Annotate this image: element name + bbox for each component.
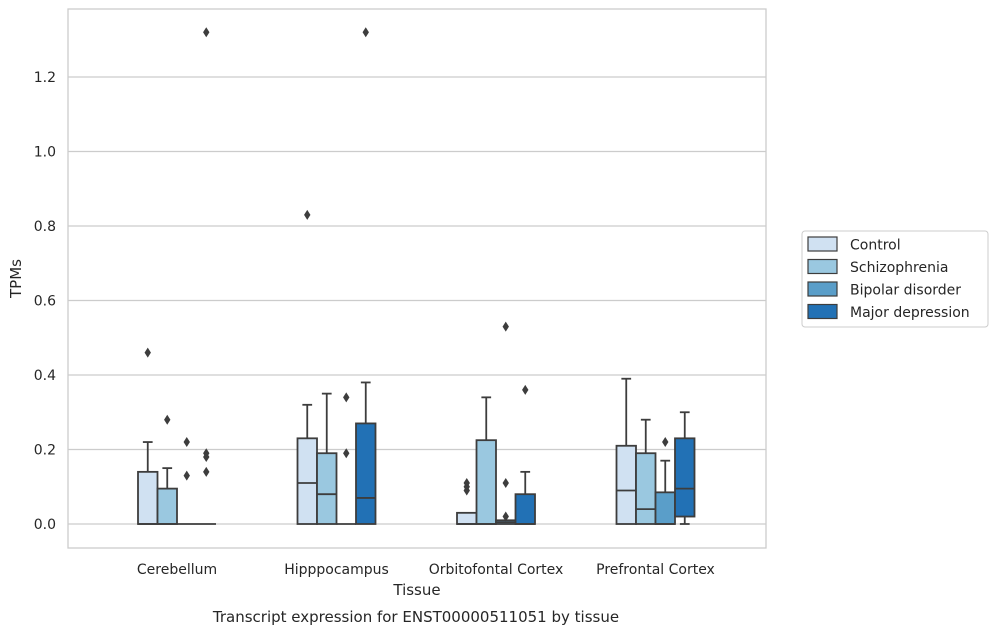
box-bipolar-disorder	[495, 321, 517, 525]
box	[456, 511, 478, 525]
y-tick-label: 0.2	[34, 443, 56, 459]
box-schizophrenia	[316, 392, 338, 525]
box-major-depression	[196, 27, 216, 525]
outlier-point	[502, 511, 509, 522]
box-schizophrenia	[475, 396, 497, 525]
y-tick-label: 0.6	[34, 294, 56, 310]
legend-swatch	[807, 236, 838, 252]
outlier-point	[463, 485, 470, 496]
x-tick-label: Orbitofontal Cortex	[429, 562, 564, 578]
box	[514, 493, 536, 525]
y-tick-label: 0.8	[34, 219, 56, 235]
box-major-depression	[514, 384, 536, 525]
box-major-depression	[355, 27, 377, 525]
boxes	[137, 27, 696, 525]
plot-frame	[67, 8, 767, 549]
outlier-point	[502, 321, 509, 332]
y-tick-label: 0.0	[34, 517, 56, 533]
legend-label: Major depression	[850, 305, 970, 321]
y-tick-labels: 0.0 0.2 0.4 0.6 0.8 1.0 1.2	[34, 70, 56, 533]
outlier-point	[502, 478, 509, 489]
box	[654, 491, 676, 525]
box-major-depression	[674, 411, 696, 525]
legend-swatch	[807, 303, 838, 320]
y-axis-label: TPMs	[7, 259, 25, 299]
outlier-point	[362, 27, 369, 38]
box-schizophrenia	[156, 414, 178, 525]
box-control	[615, 377, 637, 525]
outlier-point	[203, 451, 210, 462]
outlier-point	[662, 437, 669, 448]
x-tick-label: Hipppocampus	[284, 562, 389, 578]
x-tick-labels: Cerebellum Hipppocampus Orbitofontal Corte…	[137, 562, 715, 578]
outlier-point	[144, 347, 151, 358]
y-tick-label: 1.2	[34, 70, 56, 86]
box	[355, 422, 377, 525]
y-tick-label: 0.4	[34, 368, 56, 384]
box-control	[456, 478, 478, 525]
box-control	[137, 347, 159, 525]
outlier-point	[164, 414, 171, 425]
legend-swatch	[807, 258, 838, 275]
box-control	[296, 209, 318, 525]
legend-label: Control	[850, 238, 901, 254]
box	[137, 470, 159, 525]
outlier-point	[343, 448, 350, 459]
x-axis-label: Tissue	[392, 581, 440, 599]
legend: Control Schizophrenia Bipolar disorder Majo…	[801, 230, 989, 328]
box	[156, 487, 178, 525]
outlier-point	[304, 209, 311, 220]
box	[296, 437, 318, 525]
legend-frame	[801, 230, 989, 328]
outlier-point	[183, 470, 190, 481]
legend-label: Bipolar disorder	[850, 283, 961, 299]
grid-lines	[68, 76, 766, 525]
box-bipolar-disorder	[177, 437, 197, 525]
box	[635, 452, 657, 525]
y-tick-label: 1.0	[34, 145, 56, 161]
outlier-point	[183, 437, 190, 448]
outlier-point	[203, 466, 210, 477]
chart-caption: Transcript expression for ENST0000051105…	[212, 608, 619, 626]
box	[615, 444, 637, 525]
box	[475, 439, 497, 525]
outlier-point	[343, 392, 350, 403]
box-schizophrenia	[635, 418, 657, 525]
legend-label: Schizophrenia	[850, 260, 948, 276]
x-tick-label: Cerebellum	[137, 562, 217, 578]
box	[674, 437, 696, 518]
box-bipolar-disorder	[336, 392, 356, 525]
x-tick-label: Prefrontal Cortex	[596, 562, 715, 578]
outlier-point	[522, 384, 529, 395]
outlier-point	[203, 27, 210, 38]
legend-swatch	[807, 281, 838, 297]
box	[316, 452, 338, 525]
